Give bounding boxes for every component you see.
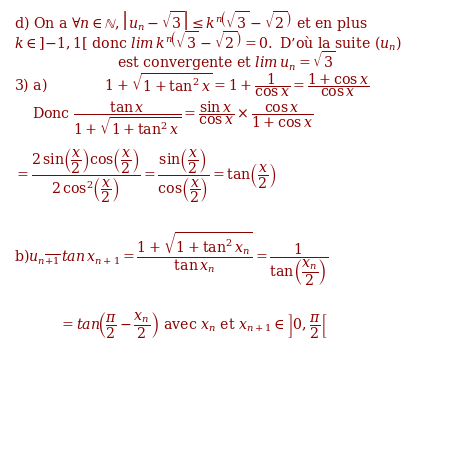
Text: $= \dfrac{2\,\sin\!\left(\dfrac{x}{2}\right)\cos\!\left(\dfrac{x}{2}\right)}{2\,: $= \dfrac{2\,\sin\!\left(\dfrac{x}{2}\ri…	[14, 147, 275, 205]
Text: Donc $\dfrac{\tan x}{1 + \sqrt{1 + \tan^2 x}} = \dfrac{\sin x}{\cos x} \times \d: Donc $\dfrac{\tan x}{1 + \sqrt{1 + \tan^…	[32, 99, 312, 137]
Text: 3) a) $\qquad\qquad 1+\sqrt{1+\tan^2 x} = 1+\dfrac{1}{\cos x} = \dfrac{1+\cos x}: 3) a) $\qquad\qquad 1+\sqrt{1+\tan^2 x} …	[14, 72, 368, 100]
Text: d) On a $\forall n \in \mathbb{N}, \left|u_n - \sqrt{3}\right| \leq k^n\!\left(\: d) On a $\forall n \in \mathbb{N}, \left…	[14, 9, 366, 33]
Text: $k\in]\!-\!1, 1[$ donc $\mathit{lim}\, k^n\!\left(\sqrt{3}-\sqrt{2}\right) = 0.$: $k\in]\!-\!1, 1[$ donc $\mathit{lim}\, k…	[14, 29, 400, 52]
Text: $= \mathit{tan}\!\left(\dfrac{\pi}{2} - \dfrac{x_n}{2}\right)$ avec $x_n$ et $x_: $= \mathit{tan}\!\left(\dfrac{\pi}{2} - …	[59, 310, 327, 340]
Text: b)$u_{n\overline{+1}}\, \mathit{tan}\, x_{n+1}= \dfrac{1 + \sqrt{1 + \tan^2 x_n}: b)$u_{n\overline{+1}}\, \mathit{tan}\, x…	[14, 231, 327, 288]
Text: est convergente et $\mathit{lim}\,u_n = \sqrt{3}$: est convergente et $\mathit{lim}\,u_n = …	[116, 49, 335, 73]
